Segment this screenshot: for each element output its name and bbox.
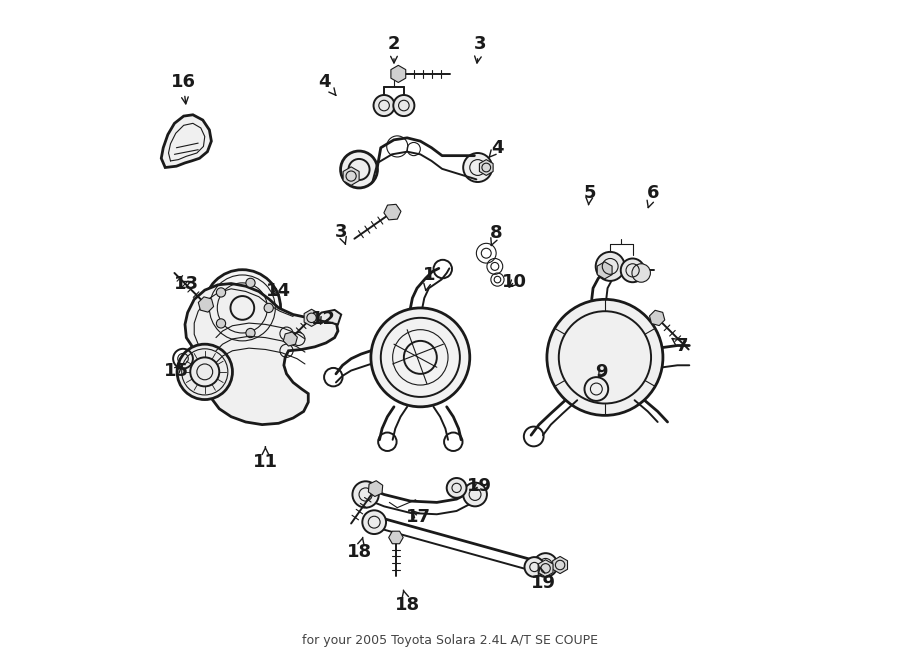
Text: 14: 14 (266, 283, 291, 301)
Polygon shape (161, 115, 212, 167)
Circle shape (525, 557, 544, 577)
Polygon shape (384, 205, 401, 220)
Polygon shape (185, 283, 338, 424)
Text: for your 2005 Toyota Solara 2.4L A/T SE COUPE: for your 2005 Toyota Solara 2.4L A/T SE … (302, 634, 598, 647)
Circle shape (216, 319, 226, 328)
Circle shape (534, 553, 557, 577)
Text: 18: 18 (346, 538, 372, 561)
Text: 18: 18 (394, 590, 419, 614)
Circle shape (393, 95, 414, 116)
Polygon shape (368, 481, 382, 496)
Text: 8: 8 (490, 224, 502, 246)
Polygon shape (284, 332, 297, 346)
Circle shape (246, 328, 255, 338)
Text: 12: 12 (310, 310, 336, 328)
Circle shape (340, 151, 377, 188)
Text: 6: 6 (647, 183, 660, 208)
Text: 3: 3 (473, 35, 486, 63)
Polygon shape (553, 557, 568, 573)
Polygon shape (598, 261, 612, 279)
Circle shape (547, 299, 663, 415)
Text: 1: 1 (423, 266, 436, 291)
Polygon shape (389, 531, 403, 544)
Text: 13: 13 (174, 275, 199, 293)
Text: 19: 19 (467, 477, 492, 495)
Circle shape (464, 483, 487, 506)
Circle shape (204, 269, 281, 346)
Text: 10: 10 (502, 273, 527, 291)
Text: 2: 2 (388, 35, 400, 63)
Text: 7: 7 (672, 336, 688, 355)
Text: 17: 17 (406, 508, 431, 526)
Text: 4: 4 (489, 139, 504, 158)
Text: 5: 5 (583, 183, 596, 205)
Polygon shape (480, 160, 493, 175)
Circle shape (264, 303, 274, 312)
Circle shape (374, 95, 394, 116)
Text: 3: 3 (335, 223, 347, 244)
Polygon shape (391, 66, 406, 83)
Circle shape (216, 288, 226, 297)
Text: 11: 11 (253, 447, 278, 471)
Circle shape (621, 258, 644, 282)
Polygon shape (538, 560, 553, 577)
Circle shape (363, 510, 386, 534)
Polygon shape (650, 310, 665, 326)
Text: 16: 16 (170, 73, 195, 104)
Text: 4: 4 (319, 73, 336, 95)
Circle shape (353, 481, 379, 508)
Polygon shape (315, 310, 341, 324)
Circle shape (464, 153, 492, 182)
Text: 9: 9 (596, 363, 608, 381)
Circle shape (177, 344, 232, 400)
Circle shape (246, 278, 255, 287)
Polygon shape (198, 297, 213, 312)
Circle shape (596, 252, 625, 281)
Polygon shape (304, 309, 319, 326)
Circle shape (632, 263, 651, 282)
Polygon shape (343, 167, 359, 185)
Text: 19: 19 (531, 567, 556, 592)
Circle shape (371, 308, 470, 407)
Text: 15: 15 (164, 361, 189, 379)
Circle shape (446, 478, 466, 498)
